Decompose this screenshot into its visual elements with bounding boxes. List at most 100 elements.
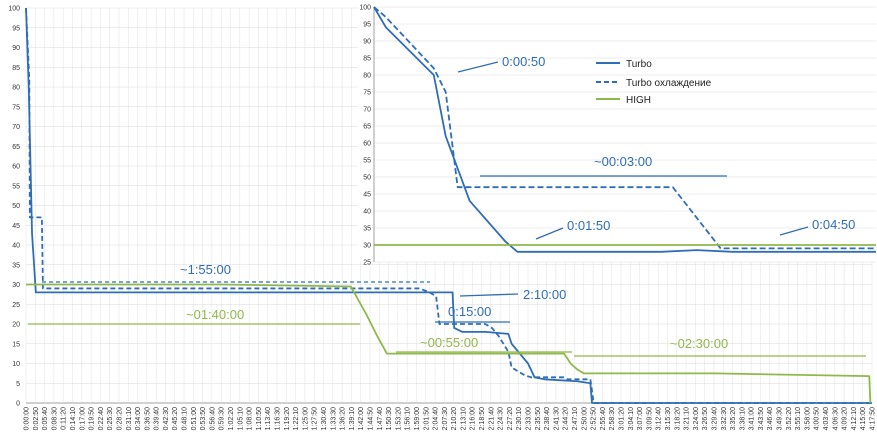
- inset-y-tick-label: 65: [363, 124, 371, 131]
- inset-y-tick-label: 30: [363, 243, 371, 250]
- main-x-tick-label: 4:17:50: [870, 407, 877, 430]
- main-x-tick-label: 2:21:40: [488, 407, 495, 430]
- main-x-tick-label: 0:28:20: [116, 407, 123, 430]
- main-x-tick-label: 3:21:10: [684, 407, 691, 430]
- main-y-tick-label: 20: [12, 322, 20, 329]
- main-x-tick-label: 2:38:40: [544, 407, 551, 430]
- main-x-tick-label: 3:26:50: [702, 407, 709, 430]
- inset-annotation-0-01-50: 0:01:50: [567, 218, 610, 233]
- main-y-tick-label: 80: [12, 85, 20, 92]
- main-x-tick-label: 1:19:20: [284, 407, 291, 430]
- main-x-tick-label: 3:07:00: [637, 407, 644, 430]
- main-x-tick-label: 1:05:10: [237, 407, 244, 430]
- main-x-tick-label: 0:25:30: [107, 407, 114, 430]
- main-x-tick-label: 2:24:30: [498, 407, 505, 430]
- main-y-tick-label: 95: [12, 25, 20, 32]
- main-x-tick-label: 2:35:50: [535, 407, 542, 430]
- main-x-tick-label: 2:18:50: [479, 407, 486, 430]
- main-x-tick-label: 2:01:50: [423, 407, 430, 430]
- inset-y-tick-label: 25: [363, 260, 371, 267]
- inset-annotations: 0:00:50 ~00:03:00 0:01:50 0:04:50: [457, 54, 855, 240]
- annotation-0-15-00: 0:15:00: [448, 304, 491, 319]
- inset-y-tick-label: 80: [363, 73, 371, 80]
- main-x-tick-label: 0:08:30: [51, 407, 58, 430]
- main-y-tick-label: 15: [12, 341, 20, 348]
- main-y-tick-label: 60: [12, 164, 20, 171]
- main-x-tick-label: 0:05:40: [42, 407, 49, 430]
- main-ticks: 0 5 10 15 20 25 30 35 40 45 50 55 60 65 70 75 80 85 90 95 10…: [8, 6, 876, 431]
- main-y-tick-label: 100: [8, 6, 20, 13]
- main-x-tick-label: 3:24:00: [693, 407, 700, 430]
- main-x-tick-label: 2:52:50: [591, 407, 598, 430]
- main-x-tick-label: 0:36:50: [144, 407, 151, 430]
- main-x-tick-label: 1:50:30: [386, 407, 393, 430]
- main-y-tick-label: 0: [16, 401, 20, 408]
- main-x-tick-label: 1:44:50: [367, 407, 374, 430]
- main-x-tick-label: 1:16:30: [275, 407, 282, 430]
- inset-y-tick-label: 50: [363, 175, 371, 182]
- main-x-tick-label: 3:52:20: [786, 407, 793, 430]
- main-x-tick-label: 3:55:10: [795, 407, 802, 430]
- main-x-tick-label: 0:45:20: [172, 407, 179, 430]
- main-y-tick-label: 75: [12, 104, 20, 111]
- main-x-tick-label: 0:14:10: [70, 407, 77, 430]
- main-x-tick-label: 0:39:40: [154, 407, 161, 430]
- inset-y-tick-label: 95: [363, 22, 371, 29]
- inset-y-tick-label: 85: [363, 56, 371, 63]
- main-y-tick-label: 70: [12, 124, 20, 131]
- main-x-tick-label: 2:58:30: [609, 407, 616, 430]
- main-x-tick-label: 2:10:20: [451, 407, 458, 430]
- main-x-tick-label: 1:30:40: [321, 407, 328, 430]
- main-y-tick-label: 10: [12, 361, 20, 368]
- main-x-tick-label: 1:02:20: [228, 407, 235, 430]
- legend-label-turbo-cooling: Turbo охлаждение: [626, 78, 712, 89]
- annotation-00-55-00: ~00:55:00: [420, 335, 478, 350]
- main-x-tick-label: 3:41:00: [749, 407, 756, 430]
- main-x-tick-label: 4:00:50: [814, 407, 821, 430]
- inset-annotation-0-04-50: 0:04:50: [812, 217, 855, 232]
- main-x-tick-label: 3:43:50: [758, 407, 765, 430]
- main-x-tick-label: 2:13:10: [460, 407, 467, 430]
- inset-series-turbo: [373, 6, 876, 253]
- inset-y-tick-label: 45: [363, 192, 371, 199]
- main-x-tick-label: 2:47:10: [572, 407, 579, 430]
- main-x-tick-label: 3:12:40: [656, 407, 663, 430]
- main-x-tick-label: 1:27:50: [312, 407, 319, 430]
- inset-arrow-0-04-50: [779, 226, 809, 236]
- main-x-tick-label: 1:13:40: [265, 407, 272, 430]
- inset-arrow-0-00-50: [457, 61, 499, 73]
- main-x-tick-label: 0:56:40: [209, 407, 216, 430]
- main-x-tick-label: 1:36:20: [340, 407, 347, 430]
- inset-y-tick-label: 40: [363, 209, 371, 216]
- main-x-tick-label: 2:04:40: [433, 407, 440, 430]
- inset-chart: 25 30 35 40 45 50 55 60 65 70 75 80 85 90 95 100 Turbo …: [358, 0, 877, 267]
- main-x-tick-label: 3:58:00: [804, 407, 811, 430]
- main-y-tick-label: 55: [12, 183, 20, 190]
- main-x-tick-label: 3:01:20: [618, 407, 625, 430]
- main-series-turbo: [25, 7, 872, 404]
- main-y-tick-label: 50: [12, 203, 20, 210]
- main-x-tick-label: 3:49:30: [777, 407, 784, 430]
- main-x-tick-label: 0:00:00: [24, 407, 31, 430]
- main-y-tick-label: 25: [12, 302, 20, 309]
- inset-arrow-0-01-50: [535, 227, 564, 240]
- inset-annotation-00-03-00: ~00:03:00: [594, 154, 652, 169]
- main-x-tick-label: 4:06:30: [832, 407, 839, 430]
- main-x-tick-label: 0:53:50: [200, 407, 207, 430]
- annotation-1-55-00: ~1:55:00: [180, 262, 231, 277]
- main-series: [25, 7, 872, 404]
- main-series-turbo-cooling: [25, 7, 872, 404]
- main-x-tick-label: 1:39:10: [349, 407, 356, 430]
- main-x-tick-label: 4:09:20: [842, 407, 849, 430]
- main-x-tick-label: 0:11:20: [61, 407, 68, 430]
- legend-label-turbo: Turbo: [626, 59, 652, 70]
- annotation-01-40-00: ~01:40:00: [186, 307, 244, 322]
- main-y-tick-label: 45: [12, 223, 20, 230]
- main-x-tick-label: 1:56:10: [405, 407, 412, 430]
- main-x-tick-label: 0:48:10: [182, 407, 189, 430]
- main-x-tick-label: 1:53:20: [395, 407, 402, 430]
- main-x-tick-label: 2:16:00: [470, 407, 477, 430]
- inset-y-tick-label: 90: [363, 39, 371, 46]
- main-x-tick-label: 0:19:50: [89, 407, 96, 430]
